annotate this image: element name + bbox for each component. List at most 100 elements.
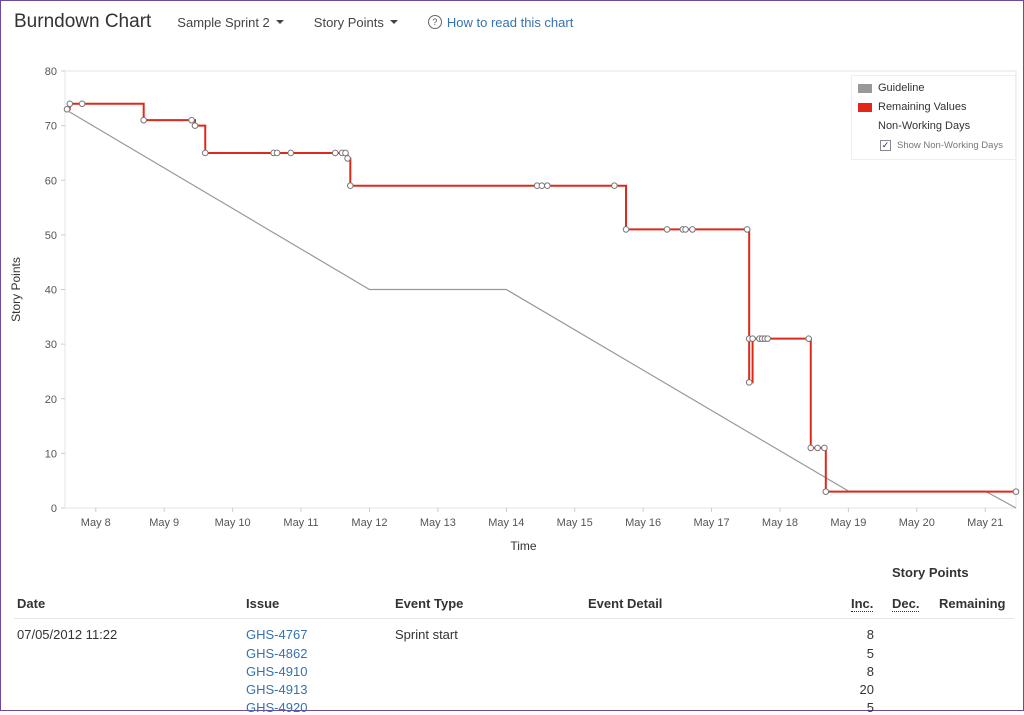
remaining-swatch xyxy=(858,102,872,112)
y-tick-label: 40 xyxy=(45,285,57,297)
show-non-working-label: Show Non-Working Days xyxy=(897,140,1003,151)
sprint-dropdown[interactable]: Sample Sprint 2 xyxy=(177,15,284,30)
remaining-data-point xyxy=(342,149,349,157)
col-event-detail-header: Event Detail xyxy=(588,596,663,611)
remaining-data-point xyxy=(622,226,630,233)
remaining-data-point xyxy=(682,226,689,233)
y-tick-label: 50 xyxy=(45,230,57,242)
remaining-data-point xyxy=(201,149,209,157)
help-link[interactable]: ? How to read this chart xyxy=(427,14,574,30)
x-tick-label: May 15 xyxy=(557,517,593,529)
y-tick-label: 80 xyxy=(45,66,57,78)
x-tick-label: May 8 xyxy=(81,517,111,529)
col-remaining-header: Remaining xyxy=(939,596,1006,611)
chart-legend: Guideline Remaining Values Non-Working D… xyxy=(851,75,1016,160)
x-tick-label: May 13 xyxy=(420,517,456,529)
remaining-data-point xyxy=(344,155,351,162)
x-axis-title: Time xyxy=(510,539,537,553)
col-date-header: Date xyxy=(17,596,46,611)
issue-link[interactable]: GHS-4767 xyxy=(246,627,308,642)
y-tick-label: 20 xyxy=(45,394,57,406)
remaining-data-point xyxy=(1012,488,1020,495)
x-tick-label: May 17 xyxy=(694,517,730,529)
col-event-type-header: Event Type xyxy=(395,596,464,611)
remaining-data-point xyxy=(663,226,671,233)
x-tick-label: May 19 xyxy=(830,517,866,529)
remaining-data-point xyxy=(764,335,771,342)
remaining-data-point xyxy=(822,488,830,495)
help-icon: ? xyxy=(427,15,442,29)
issue-link[interactable]: GHS-4862 xyxy=(246,646,308,661)
remaining-data-point xyxy=(749,335,756,342)
row-inc: 5 xyxy=(866,646,874,661)
remaining-data-point xyxy=(63,105,71,113)
y-tick-label: 70 xyxy=(45,121,57,133)
remaining-data-point xyxy=(814,444,821,452)
guideline-swatch xyxy=(858,83,872,93)
non-working-swatch xyxy=(858,122,872,131)
legend-remaining-label: Remaining Values xyxy=(878,101,967,113)
remaining-data-point xyxy=(273,149,281,157)
remaining-data-point xyxy=(745,379,753,386)
row-inc: 8 xyxy=(866,664,874,679)
remaining-data-point xyxy=(611,182,618,190)
table-divider xyxy=(14,618,1014,619)
remaining-data-point xyxy=(544,182,551,190)
remaining-data-point xyxy=(743,226,751,233)
legend-non-working-label: Non-Working Days xyxy=(878,120,971,132)
x-tick-label: May 16 xyxy=(625,517,661,529)
x-tick-label: May 10 xyxy=(215,517,251,529)
guideline-series-line xyxy=(64,108,1017,509)
y-tick-label: 30 xyxy=(45,339,57,351)
x-tick-label: May 11 xyxy=(283,517,318,529)
x-tick-label: May 18 xyxy=(762,517,798,529)
burndown-chart: 0 10 20 30 40 50 60 70 80 May 8 May 9 May 10 May 11 M… xyxy=(9,66,1020,553)
remaining-data-point xyxy=(807,444,815,452)
x-tick-label: May 14 xyxy=(488,517,524,529)
sprint-dropdown-label: Sample Sprint 2 xyxy=(177,14,270,30)
table-header: Date Issue Event Type Event Detail Inc. … xyxy=(0,588,1024,618)
remaining-data-point xyxy=(66,100,74,108)
col-inc-header: Inc. xyxy=(851,596,874,612)
col-issue-header: Issue xyxy=(246,596,280,611)
help-link-label: How to read this chart xyxy=(446,14,574,30)
remaining-data-point xyxy=(689,226,696,233)
issue-link[interactable]: GHS-4920 xyxy=(246,700,308,715)
remaining-data-point xyxy=(78,100,86,108)
row-inc: 8 xyxy=(866,627,874,642)
x-tick-label: May 21 xyxy=(967,517,1003,529)
remaining-data-point xyxy=(140,116,147,124)
row-date: 07/05/2012 11:22 xyxy=(17,627,118,642)
remaining-data-point xyxy=(287,149,295,157)
issue-link[interactable]: GHS-4910 xyxy=(246,664,308,679)
page-title: Burndown Chart xyxy=(14,11,152,32)
legend-item-remaining[interactable]: Remaining Values xyxy=(858,101,966,113)
y-tick-label: 60 xyxy=(45,175,57,187)
story-points-caption: Story Points xyxy=(892,565,969,580)
row-inc: 20 xyxy=(859,682,874,697)
legend-guideline-label: Guideline xyxy=(878,82,925,94)
y-tick-label: 0 xyxy=(51,503,57,515)
row-inc: 5 xyxy=(866,700,874,715)
remaining-series-line xyxy=(67,102,1016,493)
x-tick-label: May 12 xyxy=(351,517,387,529)
col-dec-header: Dec. xyxy=(892,596,920,612)
checkbox-checked-icon[interactable]: ✓ xyxy=(880,140,891,151)
chevron-down-icon xyxy=(389,20,398,24)
y-axis-title: Story Points xyxy=(9,257,23,322)
chart-header: Burndown Chart Sample Sprint 2 Story Poi… xyxy=(14,8,573,36)
show-non-working-toggle[interactable]: ✓ Show Non-Working Days xyxy=(880,140,1003,151)
remaining-data-point xyxy=(347,182,354,190)
metric-dropdown[interactable]: Story Points xyxy=(314,15,398,30)
remaining-data-point xyxy=(191,122,199,129)
metric-dropdown-label: Story Points xyxy=(313,14,384,30)
remaining-data-point xyxy=(538,182,546,190)
x-tick-label: May 9 xyxy=(149,517,179,529)
legend-item-non-working[interactable]: Non-Working Days xyxy=(858,120,970,132)
x-tick-label: May 20 xyxy=(899,517,935,529)
remaining-data-point xyxy=(805,335,812,342)
legend-item-guideline[interactable]: Guideline xyxy=(858,82,924,94)
issue-link[interactable]: GHS-4913 xyxy=(246,682,308,697)
remaining-data-point xyxy=(188,116,195,124)
remaining-data-point xyxy=(331,149,339,157)
